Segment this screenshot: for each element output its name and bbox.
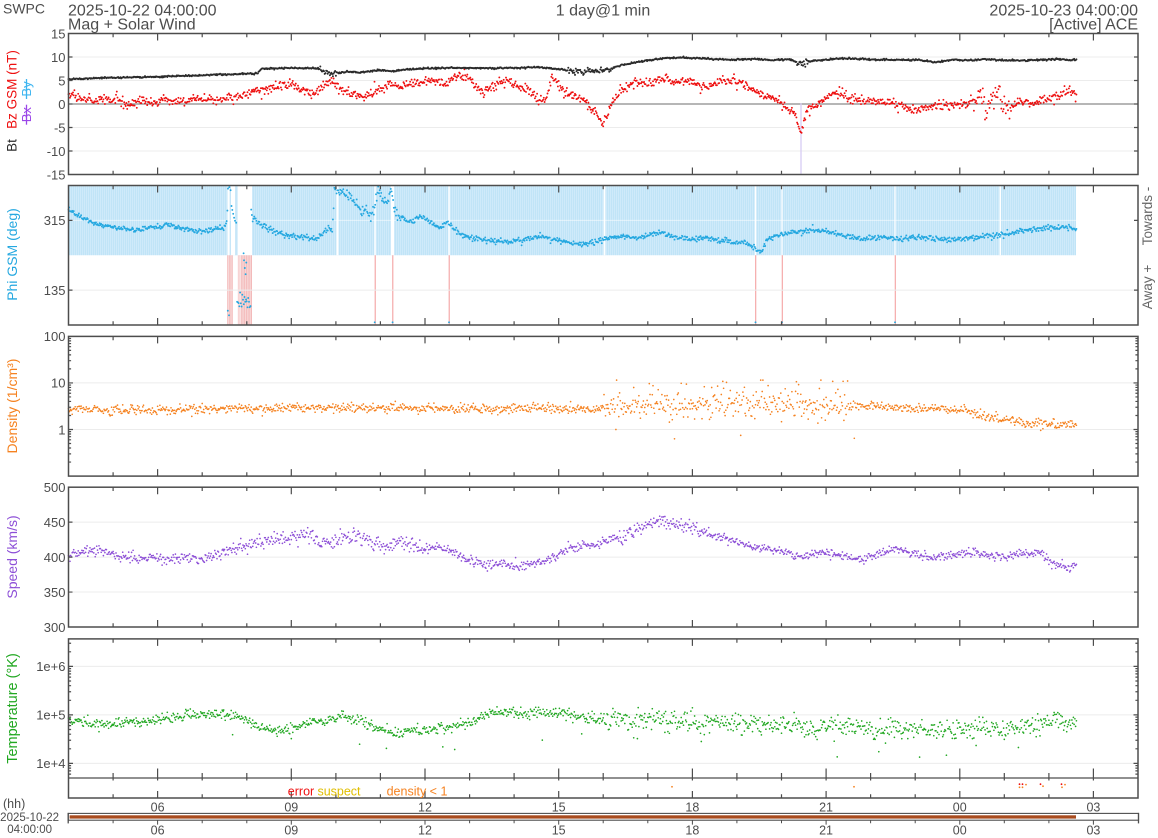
- svg-text:09: 09: [284, 800, 298, 814]
- svg-text:1e+4: 1e+4: [36, 756, 65, 771]
- svg-text:SWPC: SWPC: [3, 1, 45, 17]
- svg-text:Bz GSM (nT): Bz GSM (nT): [5, 50, 20, 129]
- svg-text:2025-10-22 04:00:00: 2025-10-22 04:00:00: [68, 3, 217, 20]
- svg-text:06: 06: [151, 824, 165, 838]
- svg-text:500: 500: [44, 480, 66, 495]
- svg-text:-15: -15: [47, 167, 66, 182]
- svg-text:1 day@1 min: 1 day@1 min: [556, 3, 651, 20]
- svg-text:135: 135: [44, 283, 66, 298]
- svg-text:00: 00: [953, 800, 967, 814]
- svg-text:Density (1/cm³): Density (1/cm³): [4, 359, 20, 454]
- svg-text:03: 03: [1086, 800, 1100, 814]
- svg-text:Away +: Away +: [1140, 265, 1155, 310]
- svg-text:[Active] ACE: [Active] ACE: [1049, 17, 1138, 34]
- svg-text:315: 315: [44, 213, 66, 228]
- svg-text:2025-10-22: 2025-10-22: [0, 812, 59, 824]
- svg-text:1: 1: [58, 422, 65, 437]
- svg-text:21: 21: [819, 824, 833, 838]
- svg-text:error: error: [288, 785, 314, 799]
- svg-text:18: 18: [685, 800, 699, 814]
- svg-text:-10: -10: [47, 144, 66, 159]
- svg-text:09: 09: [284, 824, 298, 838]
- svg-text:Bt: Bt: [5, 139, 20, 152]
- svg-text:18: 18: [685, 824, 699, 838]
- svg-text:300: 300: [44, 620, 66, 635]
- svg-text:350: 350: [44, 585, 66, 600]
- svg-text:12: 12: [418, 800, 432, 814]
- svg-text:Temperature (°K): Temperature (°K): [5, 653, 21, 764]
- svg-text:400: 400: [44, 550, 66, 565]
- svg-text:density < 1: density < 1: [387, 785, 448, 799]
- svg-text:5: 5: [58, 73, 65, 88]
- svg-text:Mag + Solar Wind: Mag + Solar Wind: [68, 17, 196, 34]
- svg-text:15: 15: [51, 26, 65, 41]
- svg-text:Speed (km/s): Speed (km/s): [4, 515, 20, 598]
- svg-text:100: 100: [44, 329, 66, 344]
- svg-text:12: 12: [418, 824, 432, 838]
- svg-text:1e+6: 1e+6: [36, 659, 65, 674]
- svg-text:10: 10: [51, 376, 65, 391]
- svg-text:(hh): (hh): [3, 797, 25, 811]
- svg-text:21: 21: [819, 800, 833, 814]
- svg-text:10: 10: [51, 50, 65, 65]
- svg-text:-5: -5: [54, 120, 66, 135]
- svg-text:Phi GSM (deg): Phi GSM (deg): [4, 208, 20, 301]
- svg-text:0: 0: [58, 97, 65, 112]
- svg-text:Towards -: Towards -: [1140, 187, 1155, 246]
- svg-text:15: 15: [552, 824, 566, 838]
- svg-text:suspect: suspect: [317, 785, 361, 799]
- svg-text:06: 06: [151, 800, 165, 814]
- svg-text:15: 15: [552, 800, 566, 814]
- svg-text:1e+5: 1e+5: [36, 708, 65, 723]
- svg-text:00: 00: [953, 824, 967, 838]
- svg-text:2025-10-23 04:00:00: 2025-10-23 04:00:00: [989, 3, 1138, 20]
- svg-text:04:00:00: 04:00:00: [7, 824, 52, 836]
- svg-text:03: 03: [1086, 824, 1100, 838]
- svg-text:450: 450: [44, 515, 66, 530]
